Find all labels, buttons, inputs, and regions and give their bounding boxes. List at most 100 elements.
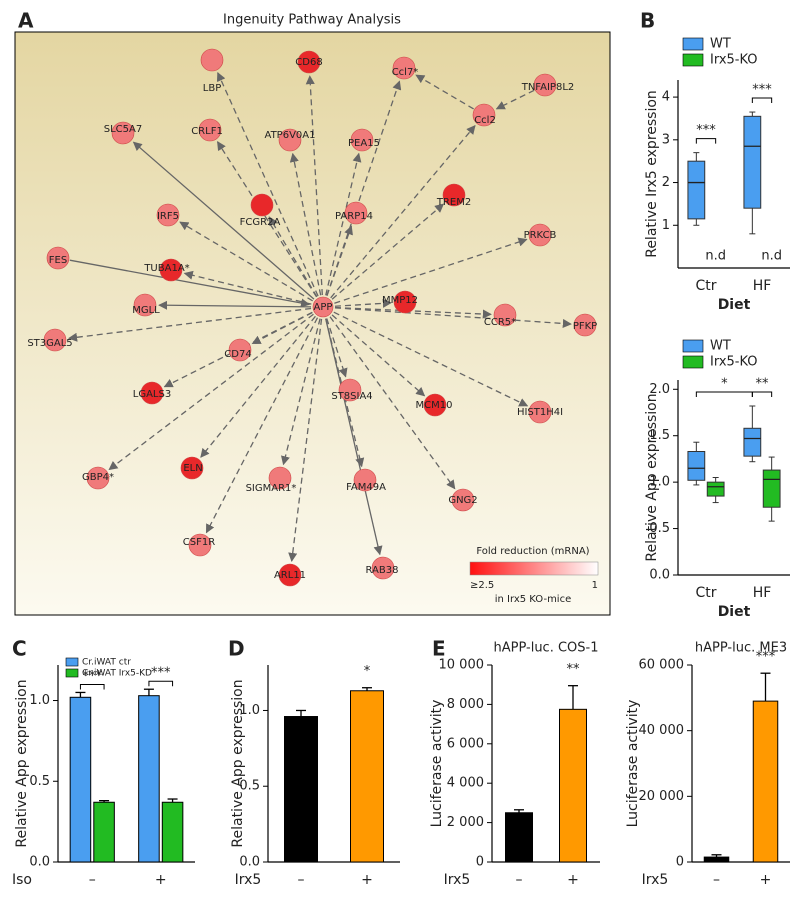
node-label: ST8SIA4 [331,391,372,402]
node [493,303,517,327]
node-label: SLC5A7 [104,124,142,135]
node [156,203,180,227]
node [133,293,157,317]
x-axis-label: Irx5 [642,872,669,888]
x-axis-label: Diet [718,297,751,313]
y-tick-label: 1.0 [29,693,50,708]
bracket [751,391,773,397]
edge [200,315,316,458]
node [228,338,252,362]
edge [205,317,319,534]
network-title: Ingenuity Pathway Analysis [223,13,401,28]
y-tick-label: 1.0 [649,475,670,490]
node [350,128,374,152]
y-tick-label: 4 000 [447,776,484,791]
significance: *** [756,650,776,665]
value-label: n.d [705,249,726,264]
edge [183,270,312,305]
edge [495,89,535,110]
node-label: TNFAIP8L2 [521,82,575,93]
panel-label: E [432,637,446,661]
node [528,400,552,424]
legend-swatch [682,37,704,51]
y-tick-label: 0.5 [239,779,260,794]
legend-swatch [65,657,79,667]
legend-label: Cr.iWAT ctr [82,658,131,668]
x-axis-label: Irx5 [444,872,471,888]
y-tick-label: 2 [662,175,670,190]
y-axis-label: Luciferase activity [625,700,641,828]
node-label: Ccl2 [474,115,496,126]
edge [132,141,315,300]
edge [289,152,322,296]
edge [330,125,476,299]
panel-label: D [228,637,245,661]
panel-label: B [640,9,655,33]
x-tick-label: – [89,872,96,888]
box [743,427,762,457]
bar [752,700,779,863]
bracket [148,680,174,687]
node [442,183,466,207]
y-tick-label: 8 000 [447,697,484,712]
node [188,533,212,557]
node-label: APP [314,302,333,313]
y-tick-label: 6 000 [447,736,484,751]
x-tick-label: HF [753,278,772,294]
box [687,160,706,220]
edge [158,300,312,310]
significance: ** [756,377,770,392]
node [140,381,164,405]
edge [216,141,318,298]
node [46,246,70,270]
node [353,468,377,492]
node [423,393,447,417]
node [250,193,274,217]
significance: *** [696,123,716,138]
edge [326,225,353,296]
node-label: LGALS3 [133,389,171,400]
node-label: CD74 [224,349,251,360]
node-label: MMP12 [382,295,418,306]
box [762,469,781,508]
edge [280,318,321,466]
bar [350,690,384,863]
y-tick-label: 40 000 [639,723,685,738]
node-label: MCM10 [416,400,453,411]
y-tick-label: 0 [676,855,684,870]
node-label: ATP6V0A1 [265,130,316,141]
y-tick-label: 1.0 [239,703,260,718]
edge [334,306,492,319]
significance: *** [151,666,171,681]
node [200,48,224,72]
node-label: HIST1H4I [517,407,563,418]
node-label: PFKP [573,321,597,332]
node [371,556,395,580]
y-axis-label: Relative App expression [644,393,660,561]
bracket [751,97,773,104]
edge [333,311,529,407]
edge [329,316,456,490]
y-tick-label: 2 000 [447,815,484,830]
legend-gradient [469,561,599,576]
x-tick-label: HF [753,585,772,601]
node [180,456,204,480]
node [111,121,135,145]
bar [559,708,587,863]
node [278,128,302,152]
node-label: FCGR2A [240,217,281,228]
y-tick-label: 0.0 [239,855,260,870]
edge [67,307,312,342]
bar [703,856,730,863]
panel-label: A [18,9,34,33]
node [268,466,292,490]
edge [331,314,426,397]
edge [334,237,528,304]
x-tick-label: + [567,872,579,888]
node-label: MGLL [132,305,160,316]
bracket [79,683,105,690]
legend-swatch [682,53,704,67]
node [344,201,368,225]
node-label: CCR5* [484,317,516,328]
y-tick-label: 20 000 [639,789,685,804]
